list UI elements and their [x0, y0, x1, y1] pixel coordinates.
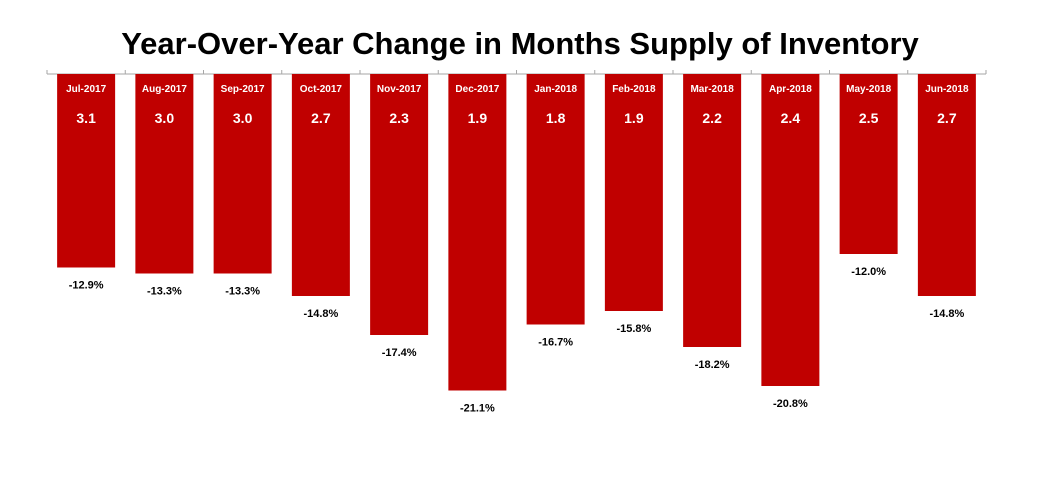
month-label: Mar-2018	[690, 84, 734, 95]
data-label: -15.8%	[616, 323, 651, 335]
bar	[57, 74, 116, 268]
months-supply-label: 3.0	[233, 110, 253, 126]
data-label: -13.3%	[147, 286, 182, 298]
month-label: Apr-2018	[769, 84, 812, 95]
months-supply-label: 1.9	[624, 110, 644, 126]
bar	[604, 74, 663, 311]
months-supply-label: 2.7	[311, 110, 331, 126]
bar	[683, 74, 742, 347]
month-label: Oct-2017	[300, 84, 343, 95]
months-supply-label: 2.3	[389, 110, 409, 126]
data-label: -21.1%	[460, 403, 495, 415]
data-label: -18.2%	[695, 359, 730, 371]
chart-title: Year-Over-Year Change in Months Supply o…	[121, 26, 919, 61]
month-label: Feb-2018	[612, 84, 656, 95]
months-supply-label: 3.1	[76, 110, 96, 126]
bar	[370, 74, 429, 335]
bar	[526, 74, 585, 325]
month-label: Sep-2017	[221, 84, 265, 95]
data-label: -13.3%	[225, 286, 260, 298]
bar	[917, 74, 976, 296]
month-label: Jul-2017	[66, 84, 106, 95]
data-label: -20.8%	[773, 398, 808, 410]
month-label: Jan-2018	[534, 84, 577, 95]
bar	[135, 74, 194, 274]
bar	[839, 74, 898, 254]
months-supply-label: 2.7	[937, 110, 957, 126]
month-label: May-2018	[846, 84, 891, 95]
month-label: Nov-2017	[377, 84, 422, 95]
months-supply-label: 2.4	[781, 110, 801, 126]
month-label: Jun-2018	[925, 84, 969, 95]
data-label: -16.7%	[538, 337, 573, 349]
month-label: Aug-2017	[142, 84, 187, 95]
data-label: -12.9%	[69, 280, 104, 292]
months-supply-label: 2.2	[702, 110, 722, 126]
months-supply-label: 3.0	[155, 110, 175, 126]
data-label: -14.8%	[303, 308, 338, 320]
data-label: -12.0%	[851, 266, 886, 278]
bar	[213, 74, 272, 274]
months-supply-label: 1.8	[546, 110, 566, 126]
bar	[448, 74, 507, 391]
bar	[761, 74, 820, 386]
months-supply-label: 1.9	[468, 110, 488, 126]
data-label: -14.8%	[929, 308, 964, 320]
data-label: -17.4%	[382, 347, 417, 359]
month-label: Dec-2017	[455, 84, 499, 95]
months-supply-label: 2.5	[859, 110, 879, 126]
bar	[291, 74, 350, 296]
